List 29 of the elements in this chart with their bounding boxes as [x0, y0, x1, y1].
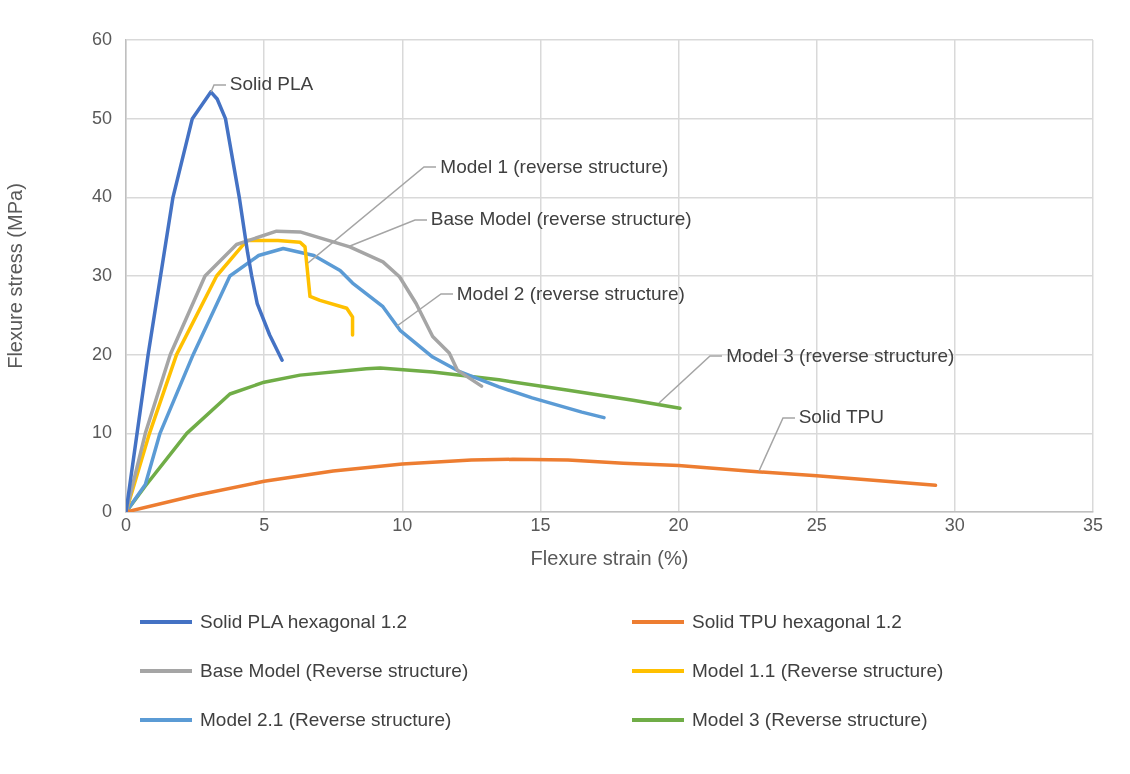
- x-tick-label: 20: [668, 514, 689, 535]
- y-tick-label: 40: [91, 186, 112, 207]
- y-axis-title: Flexure stress (MPa): [3, 183, 26, 369]
- y-tick-label: 50: [91, 107, 112, 128]
- annotation: Model 2 (reverse structure): [456, 282, 685, 304]
- legend-label: Model 1.1 (Reverse structure): [692, 660, 944, 682]
- annotation: Model 1 (reverse structure): [440, 155, 669, 177]
- y-tick-label: 0: [101, 500, 112, 521]
- y-tick-label: 20: [91, 343, 112, 364]
- legend-label: Solid PLA hexagonal 1.2: [200, 611, 408, 633]
- legend-label: Model 2.1 (Reverse structure): [200, 709, 452, 731]
- x-tick-label: 25: [806, 514, 827, 535]
- x-axis-title: Flexure strain (%): [530, 546, 689, 569]
- annotation: Base Model (reverse structure): [430, 208, 692, 230]
- x-tick-label: 0: [120, 514, 132, 535]
- annotation: Solid PLA: [229, 73, 314, 95]
- x-tick-label: 5: [259, 514, 270, 535]
- annotation: Solid TPU: [798, 406, 884, 428]
- y-tick-label: 10: [91, 422, 112, 443]
- x-tick-label: 10: [392, 514, 413, 535]
- legend-label: Base Model (Reverse structure): [200, 660, 469, 682]
- legend-label: Solid TPU hexagonal 1.2: [692, 611, 902, 633]
- x-tick-label: 15: [530, 514, 551, 535]
- x-tick-label: 35: [1082, 514, 1104, 535]
- y-tick-label: 60: [91, 28, 112, 49]
- y-tick-label: 30: [91, 264, 112, 285]
- annotation: Model 3 (reverse structure): [726, 344, 955, 366]
- legend-label: Model 3 (Reverse structure): [692, 709, 928, 731]
- x-tick-label: 30: [944, 514, 965, 535]
